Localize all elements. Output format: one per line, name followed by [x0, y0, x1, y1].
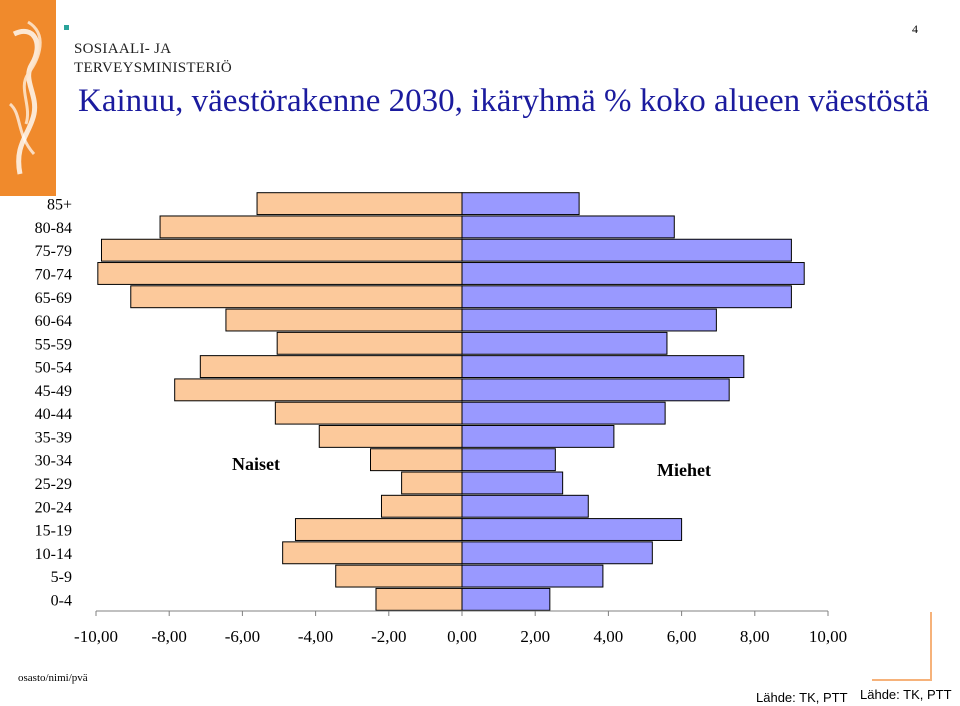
bar-miehet-75-79: [461, 238, 792, 262]
y-tick-label: 5-9: [51, 569, 72, 586]
y-axis-labels: 0-4 5-9 10-14 15-19 20-24 25-29 30-34 35-39 40-4…: [35, 197, 72, 610]
x-tick-label: 10,00: [809, 627, 847, 646]
bar-miehet-5-9: [461, 564, 604, 588]
y-tick-label: 50-54: [35, 360, 72, 377]
x-tick-label: -2,00: [371, 627, 406, 646]
bar-miehet-15-19: [461, 518, 683, 541]
bar-group: [97, 192, 805, 611]
ministry-line-2: TERVEYSMINISTERIÖ: [74, 60, 233, 76]
y-tick-label: 45-49: [35, 383, 72, 400]
y-tick-label: 55-59: [35, 336, 72, 353]
x-tick-label: -6,00: [225, 627, 260, 646]
bar-miehet-45-49: [461, 378, 730, 402]
y-tick-label: 60-64: [35, 313, 72, 330]
ministry-logo-icon: [8, 20, 42, 175]
bar-naiset-50-54: [199, 355, 463, 379]
bar-naiset-70-74: [97, 262, 463, 285]
y-tick-label: 20-24: [35, 499, 72, 516]
bar-miehet-85+: [461, 192, 580, 216]
bar-naiset-60-64: [225, 308, 463, 332]
bar-naiset-55-59: [276, 331, 463, 355]
decor-line: [930, 612, 932, 680]
y-tick-label: 0-4: [51, 592, 72, 609]
x-tick-label: 4,00: [594, 627, 624, 646]
y-tick-label: 85+: [47, 197, 72, 214]
x-tick-label: 0,00: [447, 627, 477, 646]
x-tick-label: 6,00: [667, 627, 697, 646]
x-axis: -10,00 -8,00 -6,00 -4,00 -2,00 0,00 2,00 4,00 6,…: [74, 610, 847, 646]
bar-naiset-20-24: [380, 494, 463, 518]
x-tick-label: 8,00: [740, 627, 770, 646]
bar-miehet-70-74: [461, 262, 805, 285]
bar-miehet-65-69: [461, 285, 792, 309]
source-note-duplicate: Lähde: TK, PTT: [860, 687, 952, 702]
x-tick-label: -8,00: [151, 627, 186, 646]
ministry-name: SOSIAALI- JA TERVEYSMINISTERIÖ: [74, 40, 232, 78]
bar-miehet-35-39: [461, 424, 615, 448]
y-tick-label: 70-74: [35, 266, 72, 283]
bar-naiset-5-9: [335, 564, 463, 588]
y-tick-label: 15-19: [35, 523, 72, 540]
y-tick-label: 10-14: [35, 546, 72, 563]
y-tick-label: 65-69: [35, 290, 72, 307]
bar-naiset-75-79: [100, 238, 463, 262]
y-tick-label: 30-34: [35, 453, 72, 470]
bar-naiset-15-19: [294, 518, 463, 541]
slide-title: Kainuu, väestörakenne 2030, ikäryhmä % k…: [78, 83, 930, 119]
bar-naiset-45-49: [174, 378, 463, 402]
bar-naiset-40-44: [274, 401, 463, 425]
x-tick-label: -4,00: [298, 627, 333, 646]
bar-miehet-40-44: [461, 401, 666, 425]
bar-miehet-30-34: [461, 448, 556, 472]
bar-miehet-80-84: [461, 215, 675, 239]
page-number: 4: [912, 22, 918, 36]
x-tick-label: 2,00: [520, 627, 550, 646]
bar-naiset-10-14: [282, 541, 463, 565]
y-tick-label: 40-44: [35, 406, 72, 423]
bullet-icon: [64, 25, 69, 30]
bar-miehet-50-54: [461, 355, 745, 379]
bar-miehet-20-24: [461, 494, 589, 518]
ministry-line-1: SOSIAALI- JA: [74, 41, 172, 57]
bar-naiset-35-39: [318, 424, 463, 448]
footer-dept-text: osasto/nimi/pvä: [18, 672, 88, 684]
bar-naiset-80-84: [159, 215, 463, 239]
bar-naiset-25-29: [401, 471, 463, 495]
ministry-logo: [0, 0, 56, 196]
bar-miehet-10-14: [461, 541, 653, 565]
series-label-miehet: Miehet: [657, 460, 711, 480]
bar-miehet-25-29: [461, 471, 564, 495]
y-tick-label: 25-29: [35, 476, 72, 493]
y-tick-label: 75-79: [35, 243, 72, 260]
bar-naiset-30-34: [370, 448, 463, 472]
x-tick-label: -10,00: [74, 627, 118, 646]
bar-naiset-85+: [256, 192, 463, 216]
y-tick-label: 80-84: [35, 220, 72, 237]
bar-miehet-55-59: [461, 331, 668, 355]
decor-line: [872, 679, 932, 681]
bar-miehet-60-64: [461, 308, 717, 332]
source-note: Lähde: TK, PTT: [756, 690, 848, 705]
series-label-naiset: Naiset: [232, 454, 280, 474]
y-tick-label: 35-39: [35, 429, 72, 446]
bar-naiset-65-69: [130, 285, 463, 309]
bar-naiset-0-4: [375, 587, 463, 611]
bar-miehet-0-4: [461, 587, 551, 611]
